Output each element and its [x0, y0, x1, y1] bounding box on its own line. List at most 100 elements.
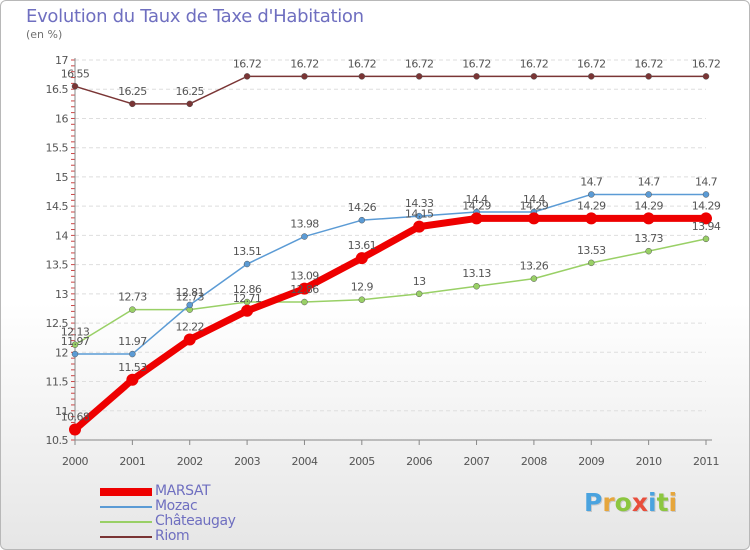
y-tick-label: 17 — [55, 54, 68, 67]
data-label: 14.29 — [577, 199, 606, 212]
data-label: 13.98 — [290, 218, 319, 231]
data-point — [358, 216, 366, 224]
data-label: 16.72 — [233, 57, 262, 70]
y-tick-label: 15.5 — [46, 142, 69, 155]
data-point — [298, 282, 311, 295]
data-point — [358, 73, 366, 80]
logo-letter: x — [631, 488, 648, 517]
data-point — [301, 298, 308, 306]
chart-legend: MARSAT Mozac Châteaugay Riom — [100, 484, 300, 544]
data-point — [702, 235, 710, 243]
data-label: 16.55 — [61, 67, 90, 80]
data-point — [69, 423, 81, 436]
legend-label: Mozac — [155, 498, 198, 514]
data-label: 13.61 — [348, 239, 377, 252]
y-tick-label: 14 — [55, 229, 68, 242]
data-point — [645, 73, 652, 80]
data-point — [470, 212, 483, 225]
data-label: 14.7 — [580, 175, 603, 188]
data-label: 12.81 — [175, 286, 204, 299]
data-label: 16.72 — [290, 57, 319, 70]
data-label: 14.29 — [634, 199, 663, 212]
data-point — [415, 212, 423, 220]
logo-letter: o — [614, 488, 632, 517]
y-tick-label: 12.5 — [46, 317, 69, 330]
data-label: 14.4 — [523, 193, 546, 206]
data-label: 13 — [413, 275, 426, 288]
series-line-châteaugay — [74, 238, 707, 346]
legend-swatch — [100, 521, 152, 523]
legend-swatch — [100, 536, 152, 538]
data-label: 12.86 — [233, 283, 262, 296]
x-tick-label: 2000 — [62, 455, 88, 468]
data-point — [702, 73, 710, 80]
legend-label: MARSAT — [155, 483, 211, 499]
data-label: 13.13 — [462, 267, 491, 280]
legend-label: Riom — [155, 528, 190, 544]
data-label: 16.72 — [348, 57, 377, 70]
data-label: 16.72 — [577, 57, 606, 70]
legend-item: Châteaugay — [100, 514, 300, 529]
data-point — [530, 275, 538, 282]
legend-swatch — [100, 506, 152, 508]
data-label: 13.09 — [290, 270, 319, 283]
x-tick-label: 2009 — [578, 455, 604, 468]
data-point — [129, 350, 136, 358]
proxiti-logo: Proxiti — [584, 488, 677, 517]
legend-label: Châteaugay — [155, 513, 236, 529]
data-point — [415, 73, 423, 80]
series-line-marsat — [71, 214, 710, 433]
logo-letter: i — [648, 488, 657, 517]
data-label: 14.29 — [520, 199, 549, 212]
data-point — [186, 100, 193, 108]
y-tick-label: 12 — [55, 346, 68, 359]
data-label: 11.53 — [118, 361, 147, 374]
data-point — [700, 212, 712, 225]
chart-unit-label: (en %) — [26, 28, 63, 41]
data-label: 13.94 — [692, 220, 721, 233]
x-tick-label: 2001 — [119, 455, 145, 468]
data-point — [645, 247, 652, 255]
data-label: 14.29 — [462, 199, 491, 212]
data-label: 13.26 — [520, 260, 549, 273]
data-point — [71, 83, 79, 90]
y-tick-label: 11.5 — [46, 376, 69, 389]
data-label: 16.25 — [175, 85, 204, 98]
data-label: 10.68 — [61, 410, 90, 423]
data-point — [413, 220, 426, 233]
data-label: 12.73 — [118, 291, 147, 304]
chart-title: Evolution du Taux de Taxe d'Habitation — [26, 6, 364, 27]
legend-item: Riom — [100, 529, 300, 544]
data-label: 16.72 — [520, 57, 549, 70]
y-tick-label: 13 — [55, 288, 68, 301]
data-point — [473, 73, 480, 80]
data-point — [186, 301, 193, 309]
x-tick-label: 2007 — [464, 455, 490, 468]
data-point — [415, 290, 423, 298]
y-tick-label: 15 — [55, 171, 68, 184]
data-label: 14.4 — [465, 193, 488, 206]
data-point — [355, 252, 368, 265]
data-label: 16.25 — [118, 85, 147, 98]
y-tick-label: 16 — [55, 112, 68, 125]
legend-item: MARSAT — [100, 484, 300, 499]
y-tick-label: 14.5 — [46, 200, 69, 213]
data-label: 13.53 — [577, 244, 606, 257]
x-tick-label: 2010 — [636, 455, 662, 468]
x-tick-label: 2005 — [349, 455, 375, 468]
data-label: 13.73 — [634, 232, 663, 245]
data-point — [527, 212, 540, 225]
data-point — [642, 212, 655, 225]
data-label: 14.26 — [348, 201, 377, 214]
data-point — [358, 296, 366, 303]
series-line-mozac — [74, 193, 707, 355]
y-tick-label: 16.5 — [46, 83, 69, 96]
data-point — [71, 350, 79, 358]
data-label: 12.73 — [175, 291, 204, 304]
data-label: 12.9 — [351, 281, 374, 294]
legend-item: Mozac — [100, 499, 300, 514]
data-point — [129, 100, 136, 108]
data-label: 12.22 — [175, 320, 204, 333]
